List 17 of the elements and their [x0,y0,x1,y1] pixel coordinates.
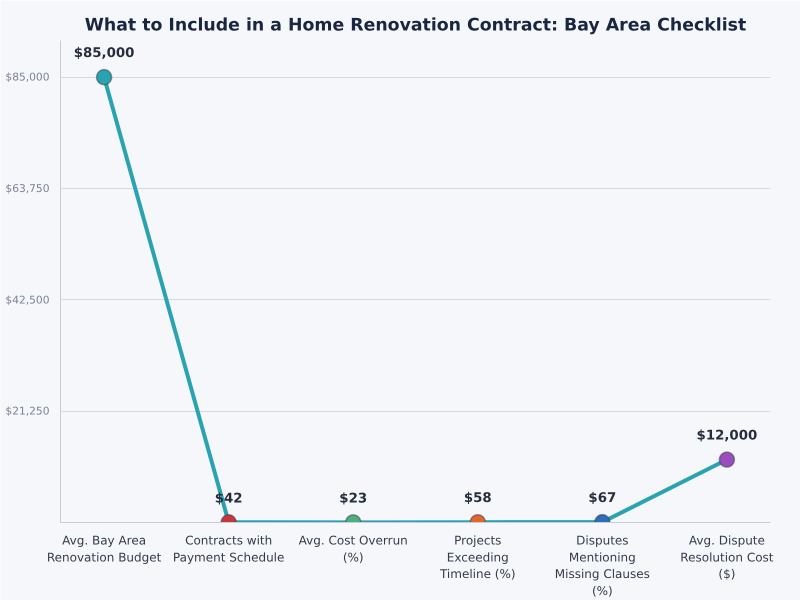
data-label: $67 [588,491,616,506]
data-label: $23 [339,491,368,506]
y-tick-label: $85,000 [5,70,50,84]
point [96,68,112,86]
y-tick-label: $42,500 [5,293,50,306]
data-label: $58 [464,491,492,506]
x-tick-label: Projects Exceeding Timeline (%) [438,534,516,582]
y-tick-label: $21,250 [5,404,50,418]
data-label: $85,000 [74,46,134,62]
chart-title: What to Include in a Home Renovation Contract: Bay Area Checklist [84,16,746,36]
y-tick-label: $63,750 [5,182,50,196]
x-tick-label: Avg. Cost Overrun (%) [298,534,408,564]
x-tick-label: Contracts with Payment Schedule [172,534,284,564]
data-label: $12,000 [696,428,758,444]
x-tick-label: Avg. Bay Area Renovation Budget [46,534,162,564]
x-tick-label: Avg. Dispute Resolution Cost ($) [680,534,774,582]
x-tick-label: Disputes Mentioning Missing Clauses (%) [554,534,650,598]
